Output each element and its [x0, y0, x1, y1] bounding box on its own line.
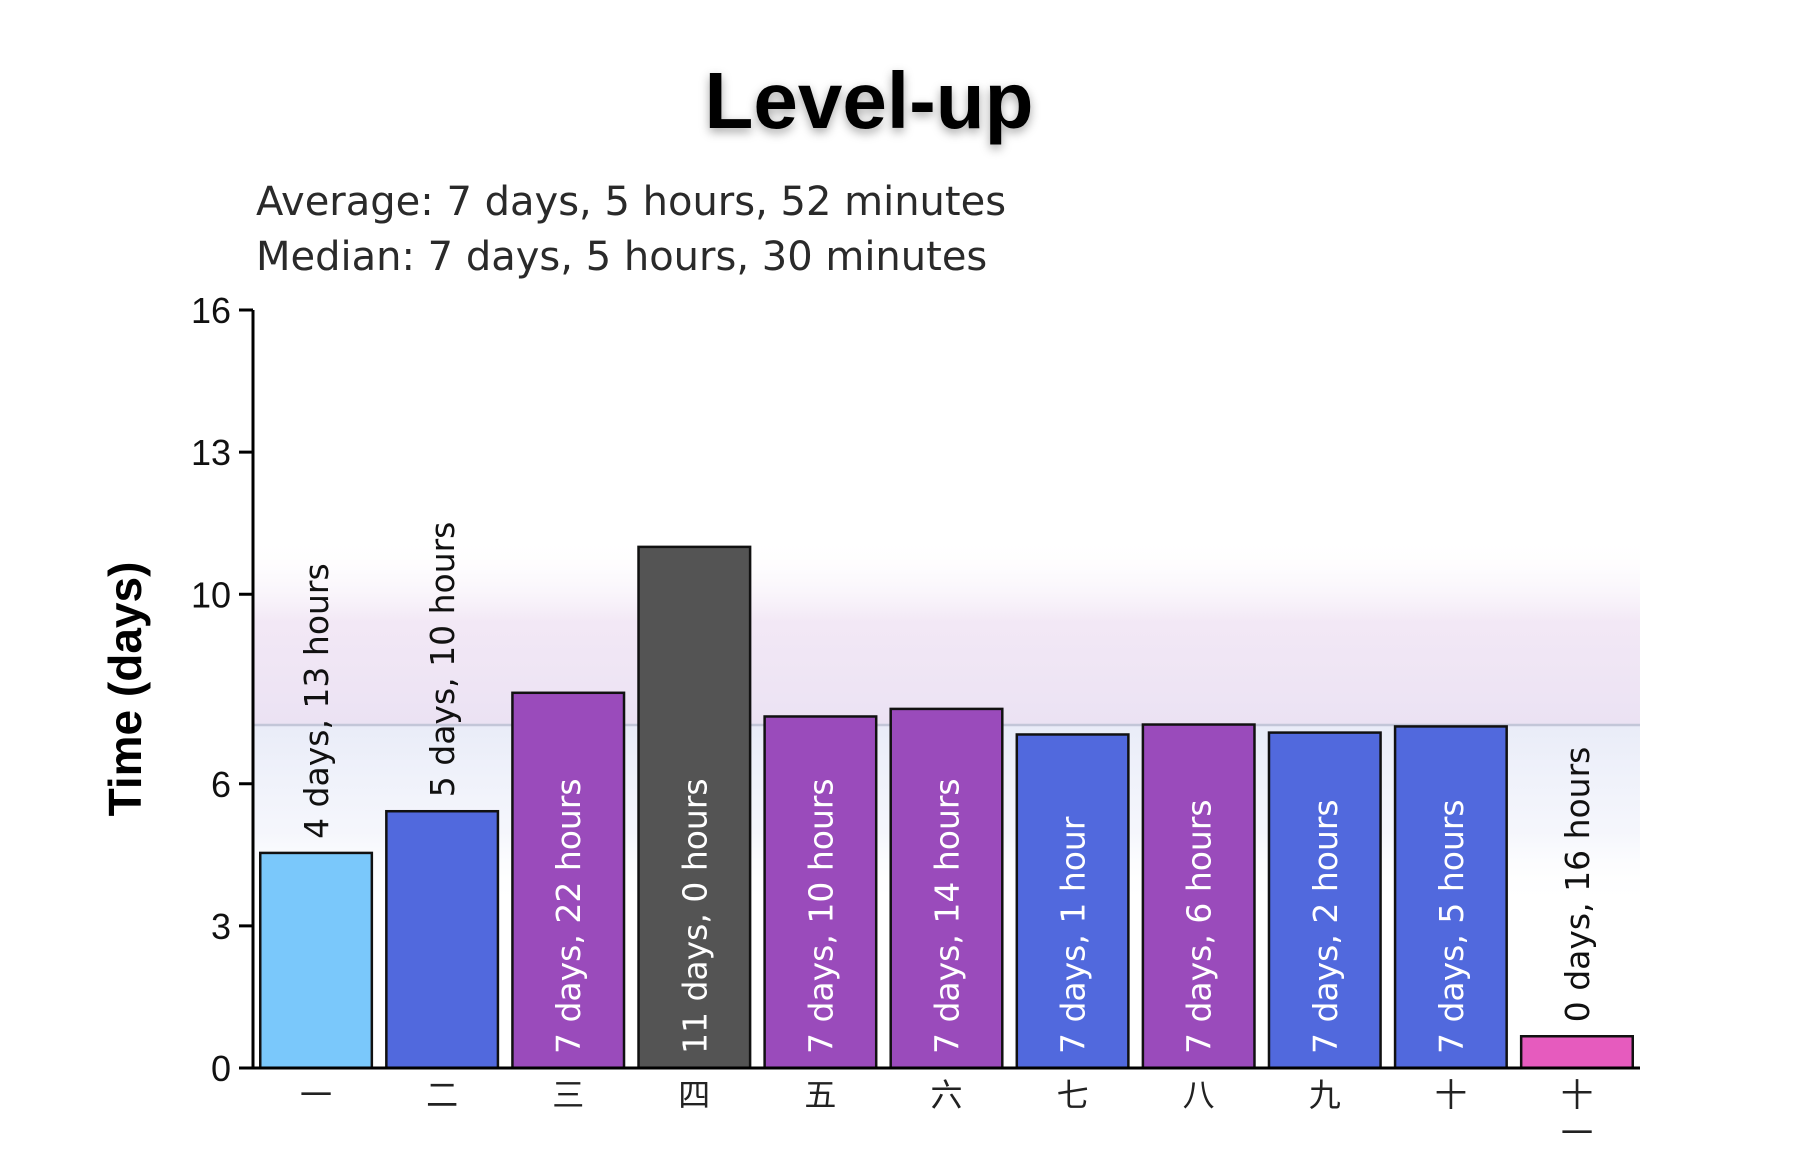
bar	[259, 851, 374, 1070]
bar	[1393, 725, 1508, 1070]
bar	[1519, 1035, 1634, 1070]
x-tick-label: 一	[1561, 1114, 1593, 1152]
y-tick-label: 10	[191, 574, 231, 615]
bar-value-label: 7 days, 6 hours	[1180, 799, 1219, 1054]
upper-range-band	[253, 537, 1640, 726]
median-stat: Median: 7 days, 5 hours, 30 minutes	[256, 234, 987, 280]
bar	[1141, 723, 1256, 1070]
bar-value-label: 11 days, 0 hours	[675, 778, 714, 1054]
bar-value-label: 7 days, 5 hours	[1432, 799, 1471, 1054]
y-tick-label: 16	[191, 290, 231, 331]
x-tick-label: 六	[930, 1076, 962, 1114]
y-tick-label: 6	[211, 764, 231, 805]
bar	[511, 691, 626, 1070]
x-tick-label: 十	[1561, 1076, 1593, 1114]
plot-area: 4 days, 13 hours 一 5 days, 10 hours 二 7 days…	[99, 290, 1640, 1152]
x-tick-label: 九	[1309, 1076, 1341, 1114]
bar	[385, 809, 500, 1070]
average-stat: Average: 7 days, 5 hours, 52 minutes	[256, 179, 1006, 225]
y-tick-label: 0	[211, 1048, 231, 1089]
chart-header: Level-up Average: 7 days, 5 hours, 52 mi…	[256, 56, 1360, 280]
x-tick-label: 二	[426, 1076, 458, 1114]
x-tick-label: 十	[1435, 1076, 1467, 1114]
bar-value-label: 0 days, 16 hours	[1558, 747, 1597, 1023]
bar-value-label: 7 days, 1 hour	[1054, 816, 1093, 1054]
x-tick-label: 七	[1057, 1076, 1089, 1114]
x-tick-label: 三	[552, 1076, 584, 1114]
x-tick-label: 八	[1183, 1076, 1215, 1114]
chart-title: Level-up	[705, 56, 1034, 145]
x-tick-label: 五	[804, 1076, 836, 1114]
bar-value-label: 4 days, 13 hours	[297, 563, 336, 839]
bar-value-label: 5 days, 10 hours	[423, 522, 462, 798]
bar-value-label: 7 days, 22 hours	[549, 778, 588, 1054]
bar-value-label: 7 days, 2 hours	[1306, 799, 1345, 1054]
y-tick-label: 3	[211, 906, 231, 947]
bar-value-label: 7 days, 10 hours	[801, 778, 840, 1054]
x-tick-label: 一	[300, 1076, 332, 1114]
bar-value-label: 7 days, 14 hours	[928, 778, 967, 1054]
y-axis-title: Time (days)	[99, 562, 151, 817]
bar	[1267, 731, 1382, 1070]
y-tick-label: 13	[191, 432, 231, 473]
x-tick-label: 四	[678, 1076, 710, 1114]
